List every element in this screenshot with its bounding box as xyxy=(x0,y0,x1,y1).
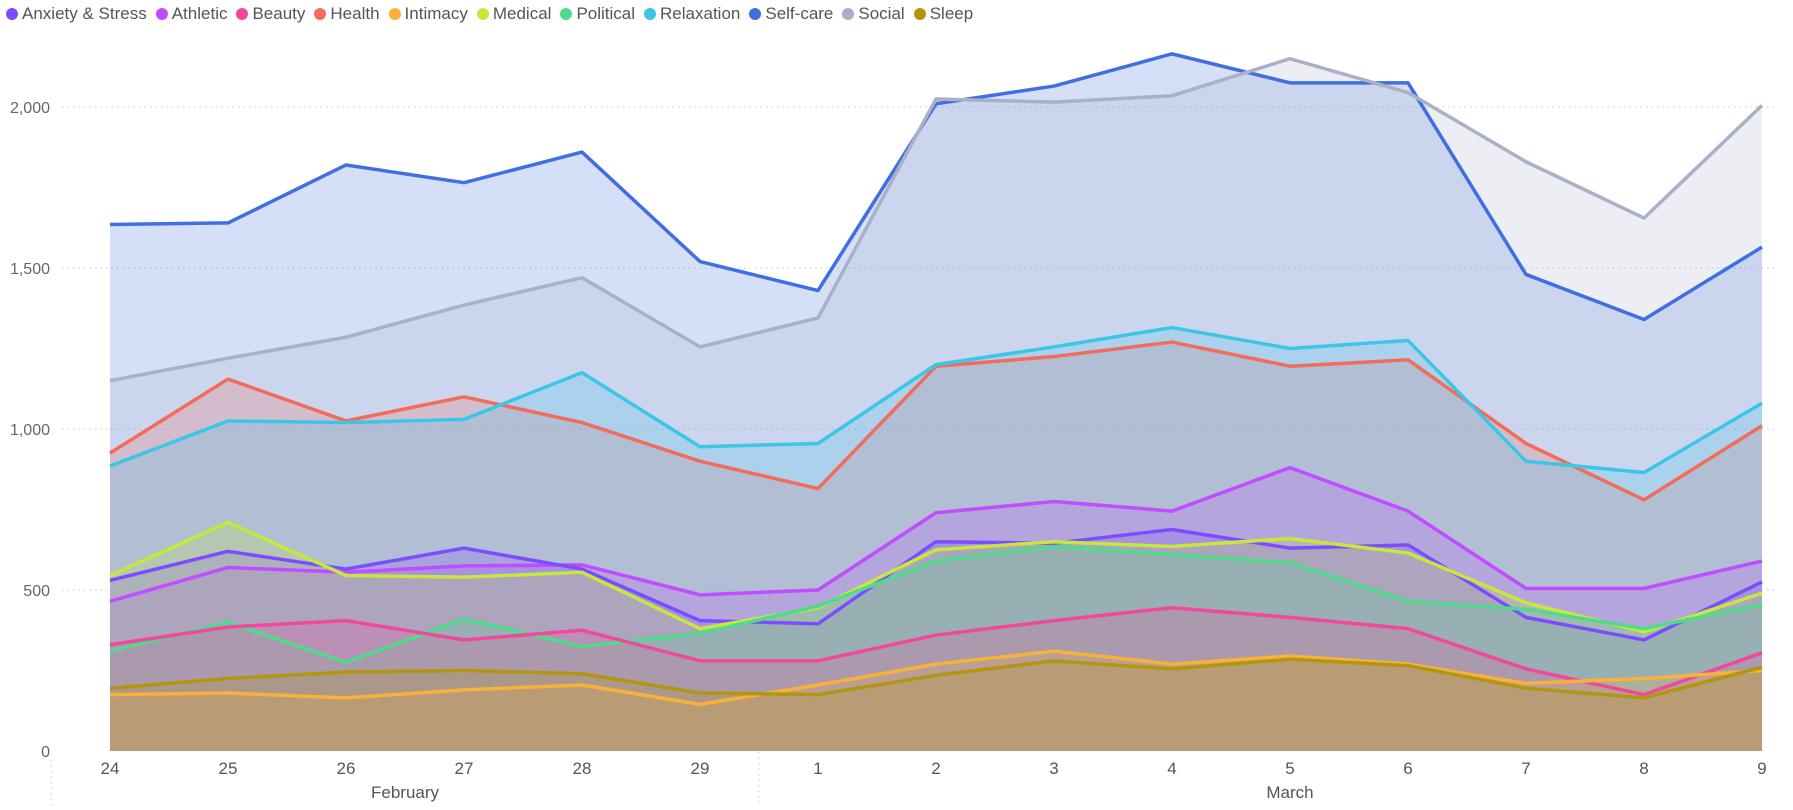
x-tick-label: 5 xyxy=(1285,759,1294,778)
area-sleep xyxy=(110,659,1762,751)
legend-item[interactable]: Beauty xyxy=(236,4,305,24)
legend-label: Self-care xyxy=(765,4,834,23)
legend-label: Sleep xyxy=(929,4,974,23)
line-social xyxy=(109,56,1764,383)
legend-item[interactable]: Intimacy xyxy=(388,4,468,24)
line-sleep xyxy=(109,657,1763,700)
legend-label: Medical xyxy=(492,4,552,23)
x-axis: 24 25 26 27 28 29 1 2 3 4 5 6 7 8 9 February March xyxy=(50,752,1767,806)
x-tick-label: 28 xyxy=(573,759,592,778)
legend-item[interactable]: Health xyxy=(314,4,380,24)
line-medical xyxy=(109,520,1763,634)
x-tick-label: 27 xyxy=(455,759,474,778)
area-social xyxy=(110,58,1762,751)
line-relaxation xyxy=(109,325,1763,475)
legend-marker xyxy=(842,8,855,20)
legend-marker xyxy=(314,8,327,20)
legend-marker xyxy=(388,8,401,20)
x-tick-label: 25 xyxy=(219,759,238,778)
legend-label: Relaxation xyxy=(660,4,741,23)
line-self-care xyxy=(109,52,1763,322)
series-lines xyxy=(109,52,1764,707)
legend-label: Beauty xyxy=(252,4,306,23)
legend-marker xyxy=(155,8,168,20)
legend-marker xyxy=(749,8,762,20)
area-athletic xyxy=(110,467,1762,751)
x-tick-label: 6 xyxy=(1403,759,1412,778)
legend-label: Intimacy xyxy=(404,4,468,23)
legend-label: Anxiety & Stress xyxy=(22,4,147,23)
legend-marker xyxy=(236,8,249,20)
legend-item[interactable]: Sleep xyxy=(913,4,974,24)
legend-marker xyxy=(560,8,573,20)
x-tick-label: 1 xyxy=(813,759,822,778)
legend-item[interactable]: Medical xyxy=(476,4,552,24)
legend-item[interactable]: Self-care xyxy=(749,4,833,24)
x-tick-label: 3 xyxy=(1049,759,1058,778)
x-tick-label: 2 xyxy=(931,759,940,778)
month-label: February xyxy=(371,783,440,802)
legend-item[interactable]: Social xyxy=(842,4,905,24)
y-tick-label: 2,000 xyxy=(10,100,50,117)
legend-item[interactable]: Anxiety & Stress xyxy=(6,4,147,24)
y-tick-label: 1,500 xyxy=(10,261,50,278)
area-health xyxy=(110,342,1762,751)
legend-label: Health xyxy=(330,4,380,23)
month-label: March xyxy=(1266,783,1313,802)
x-tick-label: 29 xyxy=(691,759,710,778)
legend-item[interactable]: Athletic xyxy=(155,4,228,24)
legend: Anxiety & Stress Athletic Beauty Health Inti… xyxy=(6,4,982,24)
x-tick-label: 8 xyxy=(1639,759,1648,778)
series-areas xyxy=(110,53,1762,752)
line-beauty xyxy=(109,605,1763,697)
line-athletic xyxy=(109,465,1763,603)
area-self-care xyxy=(110,53,1762,752)
legend-label: Social xyxy=(858,4,905,23)
y-tick-label: 500 xyxy=(23,583,50,600)
y-tick-label: 1,000 xyxy=(10,422,50,439)
legend-label: Athletic xyxy=(171,4,228,23)
legend-marker xyxy=(644,8,657,20)
line-political xyxy=(109,544,1763,665)
x-tick-label: 26 xyxy=(337,759,356,778)
legend-item[interactable]: Relaxation xyxy=(644,4,740,24)
legend-marker xyxy=(913,8,926,20)
line-intimacy xyxy=(109,649,1763,707)
line-anxiety-stress xyxy=(109,527,1763,642)
x-tick-label: 7 xyxy=(1521,759,1530,778)
legend-marker xyxy=(476,8,489,20)
x-tick-label: 24 xyxy=(101,759,120,778)
area-anxiety-stress xyxy=(110,529,1762,751)
legend-marker xyxy=(6,8,18,20)
legend-label: Political xyxy=(576,4,636,23)
legend-item[interactable]: Political xyxy=(560,4,635,24)
y-axis: 0 500 1,000 1,500 2,000 xyxy=(10,100,50,761)
area-relaxation xyxy=(110,327,1762,751)
area-political xyxy=(110,546,1762,751)
y-tick-label: 0 xyxy=(41,744,50,761)
area-intimacy xyxy=(110,651,1762,751)
area-beauty xyxy=(110,607,1762,751)
x-tick-label: 9 xyxy=(1757,759,1766,778)
x-tick-label: 4 xyxy=(1167,759,1176,778)
